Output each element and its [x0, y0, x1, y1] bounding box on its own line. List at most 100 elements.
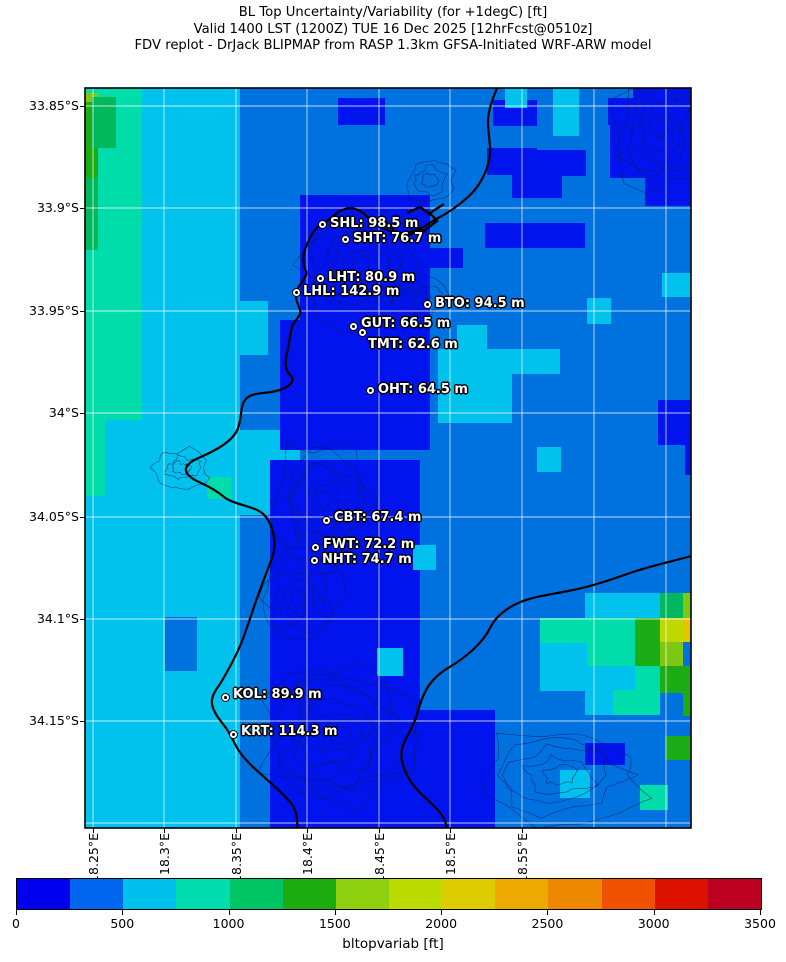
x-tick-mark: [307, 828, 308, 833]
map-cell: [635, 642, 660, 666]
map-cell: [485, 223, 585, 248]
y-tick-mark: [80, 619, 85, 620]
station-dot-krt: [229, 730, 237, 738]
colorbar-tick-label: 3000: [637, 916, 670, 931]
title-line-2: Valid 1400 LST (1200Z) TUE 16 Dec 2025 […: [193, 21, 593, 37]
y-tick-label: 33.85°S: [29, 98, 79, 113]
map-cell: [683, 666, 691, 716]
map-cell: [635, 618, 660, 643]
colorbar-segment: [495, 879, 549, 909]
station-label-lhl: LHL: 142.9 m: [303, 284, 400, 299]
y-tick-label: 33.95°S: [29, 303, 79, 318]
map-cell: [560, 770, 590, 798]
station-dot-sht: [341, 235, 349, 243]
map-cell: [300, 195, 430, 320]
station-label-lht: LHT: 80.9 m: [328, 270, 416, 285]
map-cell: [553, 88, 579, 136]
colorbar-tick-mark: [228, 910, 230, 915]
colorbar-label: bltopvariab [ft]: [342, 936, 444, 952]
map-cell: [142, 88, 240, 420]
map-cell: [540, 666, 635, 691]
map-cell: [665, 736, 691, 760]
station-dot-shl: [318, 220, 326, 228]
map-cell: [683, 593, 691, 618]
map-cell: [207, 477, 231, 499]
map-panel: [85, 88, 691, 828]
station-label-tmt: TMT: 62.6 m: [368, 337, 458, 352]
x-tick-label: 18.35°E: [229, 833, 244, 883]
x-tick-label: 18.45°E: [372, 833, 387, 883]
map-cell: [377, 648, 403, 676]
map-cell: [587, 643, 635, 667]
station-dot-bto: [423, 300, 431, 308]
x-tick-mark: [379, 828, 380, 833]
map-cell: [85, 420, 105, 496]
station-dot-gut: [349, 322, 357, 330]
y-tick-mark: [80, 208, 85, 209]
colorbar-tick-label: 1500: [318, 916, 351, 931]
colorbar-segment: [707, 879, 762, 909]
colorbar-tick-label: 2000: [425, 916, 458, 931]
map-cell: [587, 298, 611, 324]
map-cell: [685, 445, 691, 475]
map-cell: [457, 325, 487, 349]
x-tick-mark: [164, 828, 165, 833]
colorbar-segment: [176, 879, 231, 909]
colorbar-tick-label: 3500: [744, 916, 776, 931]
station-label-kol: KOL: 89.9 m: [233, 687, 322, 702]
x-tick-label: 18.55°E: [515, 833, 530, 883]
colorbar-tick-mark: [653, 910, 655, 915]
map-cell: [165, 617, 197, 671]
colorbar-segment: [229, 879, 284, 909]
map-cell: [512, 173, 562, 198]
station-dot-kol: [221, 693, 229, 701]
colorbar-tick-label: 1000: [212, 916, 245, 931]
colorbar-tick-label: 2500: [531, 916, 564, 931]
x-tick-mark: [236, 828, 237, 833]
station-label-bto: BTO: 94.5 m: [435, 296, 525, 311]
map-cell: [540, 643, 587, 667]
station-label-cbt: CBT: 67.4 m: [334, 510, 422, 525]
station-label-shl: SHL: 98.5 m: [330, 216, 419, 231]
map-cell: [240, 301, 268, 355]
station-label-gut: GUT: 66.5 m: [361, 316, 451, 331]
station-label-oht: OHT: 64.5 m: [378, 382, 468, 397]
colorbar-tick-mark: [547, 910, 549, 915]
y-tick-mark: [80, 517, 85, 518]
station-label-krt: KRT: 114.3 m: [241, 724, 338, 739]
x-tick-mark: [450, 828, 451, 833]
colorbar: [16, 878, 762, 910]
station-dot-oht: [366, 386, 374, 394]
colorbar-tick-label: 0: [12, 916, 20, 931]
map-cell: [540, 618, 635, 643]
station-dot-cbt: [322, 516, 330, 524]
map-cell: [660, 618, 683, 642]
map-cell: [660, 666, 683, 693]
colorbar-segment: [601, 879, 656, 909]
colorbar-segment: [548, 879, 603, 909]
map-cell: [683, 618, 691, 642]
colorbar-segment: [17, 879, 71, 909]
map-cell: [645, 178, 691, 206]
colorbar-tick-mark: [16, 910, 17, 915]
map-cell: [660, 593, 683, 618]
map-cell: [413, 545, 436, 570]
colorbar-tick-mark: [122, 910, 124, 915]
colorbar-tick-mark: [334, 910, 336, 915]
map-cell: [585, 690, 613, 715]
station-dot-tmt: [358, 328, 366, 336]
station-dot-fwt: [311, 543, 319, 551]
station-label-nht: NHT: 74.7 m: [322, 552, 412, 567]
colorbar-segment: [389, 879, 443, 909]
colorbar-segment: [70, 879, 124, 909]
colorbar-tick-label: 500: [110, 916, 135, 931]
x-tick-label: 18.5°E: [443, 833, 458, 875]
y-tick-label: 34.15°S: [29, 713, 79, 728]
y-tick-label: 34.05°S: [29, 509, 79, 524]
x-tick-label: 18.25°E: [86, 833, 101, 883]
station-dot-lhl: [292, 288, 300, 296]
map-cell: [585, 743, 625, 765]
map-cell: [658, 400, 691, 445]
map-cell: [85, 178, 98, 250]
